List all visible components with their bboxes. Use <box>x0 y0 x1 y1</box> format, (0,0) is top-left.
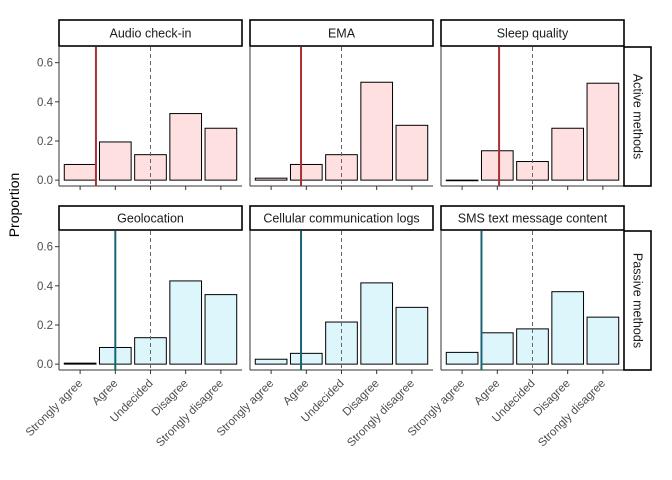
bar <box>551 291 585 365</box>
panel-title: EMA <box>328 27 356 41</box>
bar <box>445 351 479 365</box>
y-axis-title: Proportion <box>6 173 22 238</box>
bar <box>586 316 620 365</box>
panel-title: Cellular communication logs <box>263 212 419 226</box>
panel-strip <box>58 19 243 47</box>
y-tick-label: 0.4 <box>37 281 54 293</box>
bar <box>254 358 288 365</box>
x-tick-label: Strongly disagree <box>154 378 226 450</box>
panel-title: Sleep quality <box>497 27 569 41</box>
y-tick-label: 0.0 <box>37 175 53 187</box>
bar <box>480 150 514 181</box>
y-tick-label: 0.0 <box>37 359 53 371</box>
bar <box>98 141 132 181</box>
row-strip: Passive methods <box>623 230 652 371</box>
y-tick-label: 0.4 <box>37 97 54 109</box>
bar <box>516 161 549 181</box>
x-tick-label: Strongly disagree <box>536 378 608 450</box>
row-strip: Active methods <box>623 46 652 187</box>
bar <box>204 127 238 181</box>
x-tick-label: Strongly disagree <box>345 378 417 450</box>
bar <box>289 163 323 181</box>
x-tick-label: Agree <box>90 378 120 408</box>
x-tick-label: Agree <box>281 378 311 408</box>
panel-title: SMS text message content <box>458 212 608 226</box>
row-strip-label: Passive methods <box>631 253 645 348</box>
panel: EMA <box>249 19 434 190</box>
bar <box>360 282 394 365</box>
bar <box>289 352 323 365</box>
facet-row-1: 0.0 0.2 0.4 0.6 Audio check-in EMA Sleep quali… <box>37 19 652 190</box>
bar <box>480 332 514 365</box>
y-tick-label: 0.6 <box>37 242 53 254</box>
bar <box>63 163 97 181</box>
panel-strip <box>58 205 243 231</box>
row-strip-box <box>623 46 652 187</box>
bar <box>395 306 429 365</box>
bar <box>254 177 288 181</box>
x-tick-label: Strongly agree <box>24 378 85 439</box>
bar <box>169 113 203 181</box>
bar <box>551 127 585 181</box>
row-strip-box <box>623 230 652 371</box>
bar <box>204 294 238 365</box>
panel-title: Audio check-in <box>110 27 192 41</box>
bar <box>445 179 479 182</box>
y-tick-label: 0.2 <box>37 136 53 148</box>
x-tick-label: Agree <box>472 378 502 408</box>
panel-strip <box>249 205 434 231</box>
panel-strip <box>440 205 625 231</box>
bar <box>63 362 97 365</box>
bar <box>395 124 429 181</box>
panel-title: Geolocation <box>117 212 184 226</box>
row-strip-label: Active methods <box>631 74 645 159</box>
y-tick-label: 0.2 <box>37 320 53 332</box>
bar <box>169 280 203 365</box>
plot-layer: 0.0 0.2 0.4 0.6 Audio check-in EMA Sleep quali… <box>24 19 652 450</box>
bar <box>586 82 620 181</box>
panel-strip <box>440 19 625 47</box>
y-tick-label: 0.6 <box>37 58 53 70</box>
panel: Sleep quality <box>440 19 625 190</box>
panel-strip <box>249 19 434 47</box>
bar <box>360 81 394 181</box>
panel: Audio check-in <box>58 19 243 190</box>
